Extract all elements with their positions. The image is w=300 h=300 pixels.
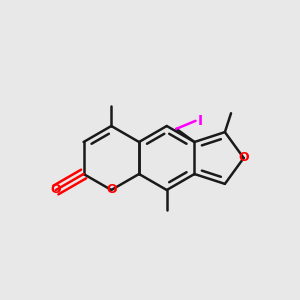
- Text: I: I: [197, 114, 203, 128]
- Text: O: O: [51, 184, 61, 196]
- Text: O: O: [106, 184, 117, 196]
- Text: O: O: [238, 152, 249, 164]
